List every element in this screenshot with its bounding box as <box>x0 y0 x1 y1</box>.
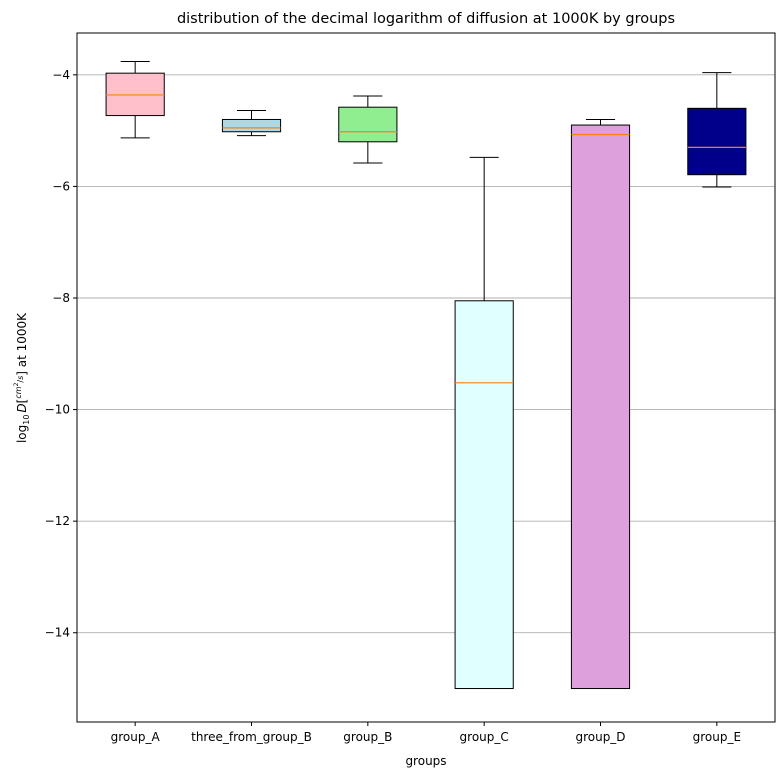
chart-title: distribution of the decimal logarithm of… <box>177 11 675 27</box>
x-tick-label: group_B <box>343 730 392 744</box>
y-tick-label: −8 <box>52 291 70 305</box>
box-body <box>570 124 631 690</box>
x-tick-label: group_C <box>460 730 509 744</box>
y-tick-label: −6 <box>52 179 70 193</box>
x-tick-label: group_A <box>111 730 161 744</box>
y-axis-label: log10D[cm2/s] at 1000K <box>13 312 31 443</box>
svg-text:log10D[cm2/s] at 1000K: log10D[cm2/s] at 1000K <box>13 312 31 443</box>
y-tick-label: −12 <box>45 514 70 528</box>
box-group_B <box>338 95 398 164</box>
y-label-unit-power: 2 <box>13 382 20 386</box>
x-tick-label: three_from_group_B <box>191 730 312 744</box>
x-axis-label: groups <box>405 754 446 768</box>
x-tick-label: group_E <box>693 730 741 744</box>
box-group_A <box>105 60 165 139</box>
box-group_E <box>687 72 747 188</box>
x-tick-label: group_D <box>575 730 625 744</box>
y-axis: −4 −6 −8 −10 −12 −14 <box>45 68 77 640</box>
grid-lines <box>77 74 775 634</box>
boxes <box>105 60 747 690</box>
y-tick-label: −4 <box>52 68 70 82</box>
x-axis: group_A three_from_group_B group_B group_C g… <box>111 722 741 744</box>
y-label-suffix: at 1000K <box>15 312 29 367</box>
box-body <box>221 118 282 133</box>
y-label-var: D <box>15 403 29 412</box>
y-label-prefix: log <box>15 425 29 443</box>
box-three_from_group_B <box>221 110 282 137</box>
box-body <box>338 106 398 143</box>
y-label-base: 10 <box>22 415 31 425</box>
box-body <box>687 107 747 176</box>
plot-frame <box>76 32 776 723</box>
y-tick-label: −14 <box>45 626 70 640</box>
box-group_C <box>454 156 514 690</box>
y-label-unit-denominator: s <box>16 376 25 380</box>
box-group_D <box>570 118 631 690</box>
y-label-unit-numerator: cm <box>14 386 23 398</box>
y-tick-label: −10 <box>45 403 70 417</box>
box-body <box>454 300 514 690</box>
